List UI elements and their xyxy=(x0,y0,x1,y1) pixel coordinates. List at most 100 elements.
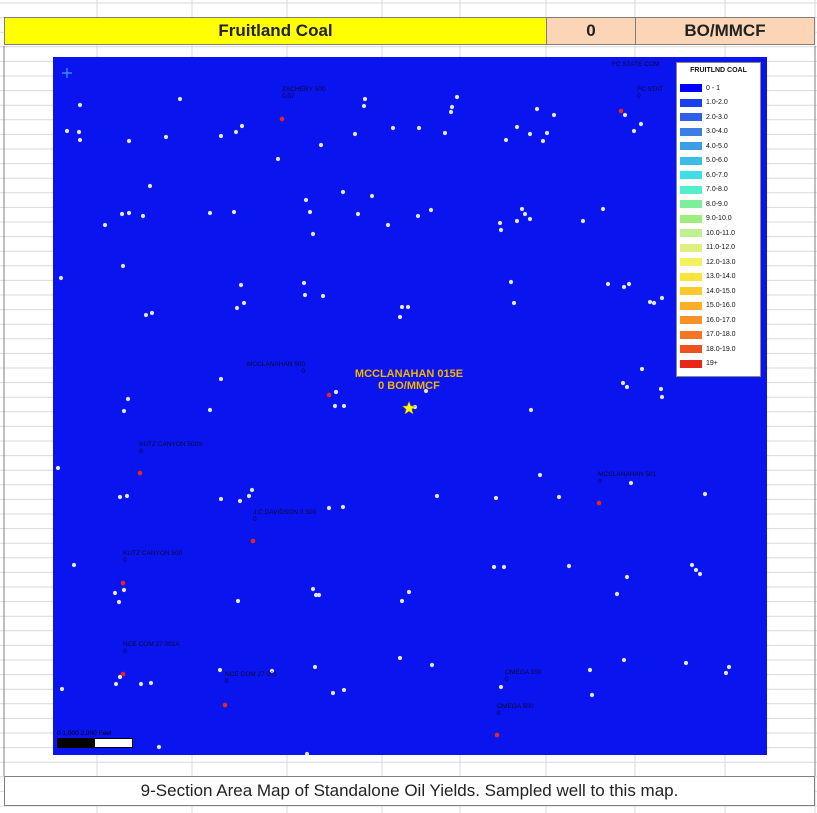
legend-swatch xyxy=(680,229,702,238)
legend-swatch xyxy=(680,258,702,267)
well-dot xyxy=(399,598,405,604)
legend-swatch xyxy=(680,98,702,107)
well-dot xyxy=(503,137,509,143)
well-dot xyxy=(207,210,213,216)
legend-item: 10.0-11.0 xyxy=(677,226,760,241)
well-dot xyxy=(303,197,309,203)
area-map[interactable]: ZACHERY 500 0.07 FC STATE COM FC STAT 0 MC… xyxy=(53,57,767,755)
well-dot xyxy=(689,562,695,568)
well-dot xyxy=(638,121,644,127)
formation-name-cell[interactable]: Fruitland Coal xyxy=(4,17,547,45)
well-dot xyxy=(269,668,275,674)
legend-label: 19+ xyxy=(706,360,718,368)
sampled-well-dot[interactable] xyxy=(222,702,228,708)
well-dot xyxy=(624,384,630,390)
well-dot xyxy=(207,407,213,413)
well-dot xyxy=(249,487,255,493)
well-dot xyxy=(119,211,125,217)
map-caption[interactable]: 9-Section Area Map of Standalone Oil Yie… xyxy=(4,776,815,806)
legend-label: 1.0-2.0 xyxy=(706,99,728,107)
legend-label: 18.0-19.0 xyxy=(706,345,736,353)
yield-value-cell[interactable]: 0 xyxy=(546,17,636,45)
legend-item: 8.0-9.0 xyxy=(677,197,760,212)
well-dot xyxy=(620,380,626,386)
well-dot xyxy=(498,684,504,690)
legend-swatch xyxy=(680,214,702,223)
well-dot xyxy=(121,408,127,414)
sampled-well-dot[interactable] xyxy=(326,392,332,398)
well-label: OMEGA 100 0 xyxy=(505,669,542,683)
legend-item: 19+ xyxy=(677,357,760,372)
featured-well-label[interactable]: MCCLANAHAN 015E 0 BO/MMCF xyxy=(354,368,464,392)
legend-item: 3.0-4.0 xyxy=(677,125,760,140)
well-dot xyxy=(238,282,244,288)
legend-item: 4.0-5.0 xyxy=(677,139,760,154)
well-dot xyxy=(658,386,664,392)
well-dot xyxy=(551,112,557,118)
well-dot xyxy=(726,664,732,670)
well-dot xyxy=(514,124,520,130)
well-dot xyxy=(140,213,146,219)
yield-unit-cell[interactable]: BO/MMCF xyxy=(635,17,815,45)
sampled-well-dot[interactable] xyxy=(120,580,126,586)
well-dot xyxy=(659,394,665,400)
well-dot xyxy=(239,123,245,129)
sampled-well-dot[interactable] xyxy=(596,500,602,506)
legend-swatch xyxy=(680,272,702,281)
well-dot xyxy=(397,314,403,320)
well-dot xyxy=(330,690,336,696)
well-dot xyxy=(302,292,308,298)
sampled-well-dot[interactable] xyxy=(279,116,285,122)
well-dot xyxy=(217,667,223,673)
well-dot xyxy=(71,562,77,568)
sampled-well-dot[interactable] xyxy=(250,538,256,544)
well-dot xyxy=(544,130,550,136)
legend-label: 2.0-3.0 xyxy=(706,113,728,121)
well-dot xyxy=(117,674,123,680)
well-dot xyxy=(651,300,657,306)
well-dot xyxy=(448,109,454,115)
well-dot xyxy=(497,220,503,226)
well-dot xyxy=(498,227,504,233)
legend-label: 5.0-6.0 xyxy=(706,157,728,165)
well-dot xyxy=(434,493,440,499)
well-dot xyxy=(304,751,310,755)
well-dot xyxy=(121,587,127,593)
well-dot xyxy=(64,128,70,134)
well-label: FC STAT 0 xyxy=(637,86,664,100)
star-icon[interactable] xyxy=(401,400,417,415)
well-dot xyxy=(138,681,144,687)
well-dot xyxy=(614,591,620,597)
well-dot xyxy=(120,263,126,269)
well-dot xyxy=(511,300,517,306)
well-dot xyxy=(399,304,405,310)
well-dot xyxy=(112,590,118,596)
legend-label: 17.0-18.0 xyxy=(706,331,736,339)
legend-swatch xyxy=(680,359,702,368)
well-dot xyxy=(307,209,313,215)
well-dot xyxy=(556,494,562,500)
well-dot xyxy=(508,279,514,285)
sampled-well-dot[interactable] xyxy=(618,108,624,114)
legend-swatch xyxy=(680,316,702,325)
sampled-well-dot[interactable] xyxy=(120,671,126,677)
well-dot xyxy=(143,312,149,318)
well-dot xyxy=(218,376,224,382)
well-dot xyxy=(241,300,247,306)
sampled-well-dot[interactable] xyxy=(137,470,143,476)
well-dot xyxy=(113,681,119,687)
well-dot xyxy=(697,571,703,577)
well-label: NCE COM 27 001 0 xyxy=(225,671,278,685)
sampled-well-dot[interactable] xyxy=(494,732,500,738)
well-dot xyxy=(341,403,347,409)
well-dot xyxy=(340,189,346,195)
well-dot xyxy=(310,231,316,237)
legend-swatch xyxy=(680,127,702,136)
well-label: MCCLANAHAN 500 0 xyxy=(247,361,306,375)
well-dot xyxy=(491,564,497,570)
well-dot xyxy=(233,129,239,135)
legend-swatch xyxy=(680,345,702,354)
well-dot xyxy=(537,472,543,478)
well-dot xyxy=(600,206,606,212)
